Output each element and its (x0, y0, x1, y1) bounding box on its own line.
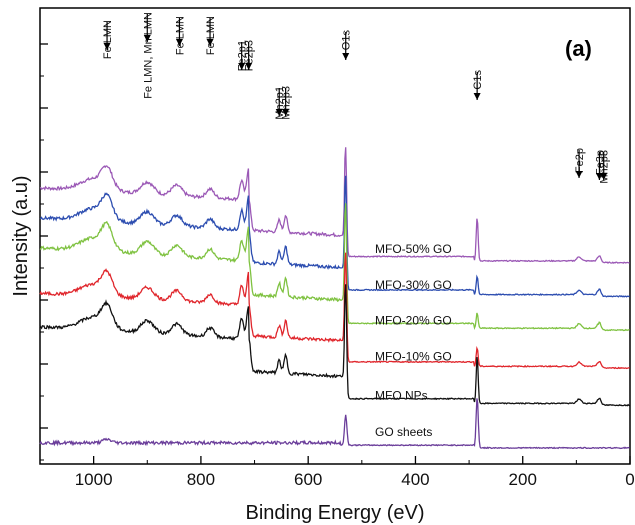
series-line (39, 147, 630, 265)
x-tick-label: 0 (625, 470, 634, 489)
peak-label: Fe LMN (102, 20, 114, 59)
series-label: MFO NPs (375, 388, 428, 402)
x-axis-title: Binding Energy (eV) (246, 502, 425, 524)
peak-annotations: Fe LMN Fe LMN, Mn LMN Fe LMN Fe LMNFe2p1Fe2… (102, 12, 611, 184)
series-label: GO sheets (375, 425, 432, 439)
series-labels: MFO-50% GO MFO-30% GO MFO-20% GO MFO-10% GO… (375, 242, 452, 439)
x-tick-label: 600 (294, 470, 322, 489)
peak-arrow-head (342, 53, 350, 60)
peak-arrow-head (143, 35, 151, 42)
peak-arrow-head (245, 63, 253, 70)
peak-arrow-head (575, 171, 583, 178)
peak-arrow-head (275, 109, 283, 116)
series-label: MFO-50% GO (375, 242, 452, 256)
x-tick-label: 400 (401, 470, 429, 489)
peak-label: Fe2p (574, 148, 586, 173)
x-axis: 1000 800 600 400 200 0 (39, 456, 635, 489)
peak-arrow-head (238, 63, 246, 70)
peak-label: Fe LMN, Mn LMN (142, 12, 154, 99)
peak-label: Fe LMN (174, 16, 186, 55)
series-label: MFO-20% GO (375, 314, 452, 328)
y-axis-title: Intensity (a.u) (10, 175, 32, 296)
series-curves (39, 147, 630, 450)
peak-label: O1s (341, 30, 353, 51)
peak-label: Fe LMN (205, 16, 217, 55)
peak-label: C1s (472, 70, 484, 90)
peak-label: Mn2p3 (599, 150, 611, 184)
x-tick-label: 800 (187, 470, 215, 489)
series-line (39, 203, 630, 332)
peak-arrow-head (282, 109, 290, 116)
panel-label: (a) (565, 36, 592, 61)
series-line (39, 175, 630, 298)
series-label: MFO-30% GO (375, 278, 452, 292)
series-line (39, 252, 630, 370)
peak-arrow-head (473, 93, 481, 100)
x-tick-label: 1000 (75, 470, 113, 489)
peak-arrow-head (175, 39, 183, 46)
peak-arrow-head (600, 173, 608, 180)
peak-label: Mn2p3 (281, 86, 293, 120)
peak-arrow-head (103, 43, 111, 50)
series-line (39, 398, 630, 450)
series-label: MFO-10% GO (375, 349, 452, 363)
peak-arrow-head (206, 39, 214, 46)
series-line (39, 284, 630, 407)
x-tick-label: 200 (509, 470, 537, 489)
y-axis (40, 43, 48, 461)
